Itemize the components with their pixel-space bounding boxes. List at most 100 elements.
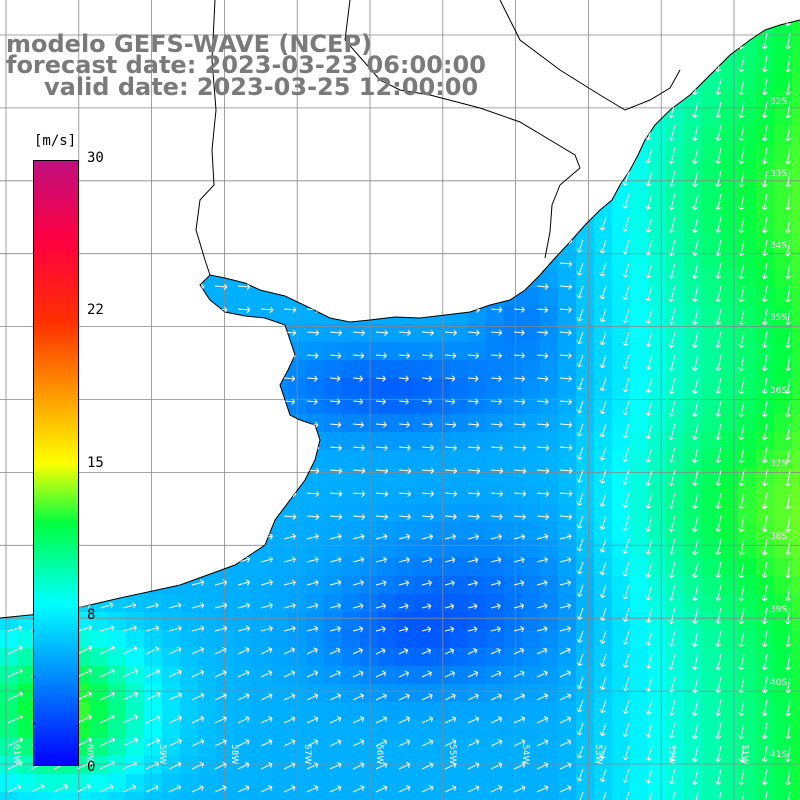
wind-speed-cell xyxy=(324,774,342,792)
wind-speed-cell xyxy=(720,450,738,468)
wind-speed-cell xyxy=(414,0,432,18)
wind-arrow xyxy=(398,260,412,267)
wind-arrow xyxy=(668,262,676,279)
wind-speed-cell xyxy=(702,612,720,630)
wind-arrow xyxy=(76,714,92,724)
wind-arrow xyxy=(645,722,653,738)
wind-speed-cell xyxy=(198,396,216,414)
wind-arrow xyxy=(329,329,342,336)
wind-arrow xyxy=(691,308,699,325)
wind-arrow xyxy=(214,283,228,290)
wind-speed-cell xyxy=(0,180,18,198)
wind-speed-cell xyxy=(108,144,126,162)
wind-speed-cell xyxy=(270,0,288,18)
wind-speed-cell xyxy=(396,540,414,558)
wind-speed-cell xyxy=(144,738,162,756)
wind-speed-cell xyxy=(144,126,162,144)
wind-speed-cell xyxy=(450,18,468,36)
wind-arrow xyxy=(214,513,228,520)
wind-speed-cell xyxy=(720,486,738,504)
wind-speed-cell xyxy=(486,576,504,594)
wind-speed-cell xyxy=(270,306,288,324)
wind-speed-cell xyxy=(162,0,180,18)
wind-speed-cell xyxy=(90,612,108,630)
wind-arrow xyxy=(576,124,584,138)
wind-speed-cell xyxy=(486,378,504,396)
wind-speed-cell xyxy=(0,126,18,144)
wind-arrow xyxy=(260,214,274,221)
wind-arrow xyxy=(761,377,768,395)
wind-speed-cell xyxy=(90,342,108,360)
wind-speed-cell xyxy=(504,594,522,612)
wind-speed-cell xyxy=(126,774,144,792)
wind-speed-cell xyxy=(108,738,126,756)
wind-arrow xyxy=(145,306,159,313)
wind-speed-cell xyxy=(126,198,144,216)
wind-speed-cell xyxy=(612,558,630,576)
wind-speed-cell xyxy=(468,198,486,216)
wind-arrow xyxy=(237,579,251,586)
wind-speed-cell xyxy=(0,738,18,756)
wind-speed-cell xyxy=(756,558,774,576)
wind-speed-cell xyxy=(162,486,180,504)
wind-speed-cell xyxy=(252,144,270,162)
wind-arrow xyxy=(536,579,548,586)
wind-arrow xyxy=(467,168,481,175)
wind-arrow xyxy=(691,653,699,670)
wind-speed-cell xyxy=(468,234,486,252)
wind-speed-cell xyxy=(252,792,270,800)
wind-speed-cell xyxy=(486,594,504,612)
wind-speed-cell xyxy=(450,162,468,180)
wind-speed-cell xyxy=(270,486,288,504)
wind-arrow xyxy=(260,191,274,198)
wind-speed-cell xyxy=(90,738,108,756)
wind-speed-cell xyxy=(558,792,576,800)
wind-arrow xyxy=(375,329,388,336)
wind-speed-cell xyxy=(306,270,324,288)
wind-arrow xyxy=(691,262,699,279)
wind-arrow xyxy=(668,216,676,233)
wind-arrow xyxy=(283,260,297,267)
wind-speed-cell xyxy=(774,234,792,252)
wind-arrow xyxy=(761,676,768,694)
wind-speed-cell xyxy=(0,774,18,792)
wind-speed-cell xyxy=(522,738,540,756)
wind-arrow xyxy=(714,469,722,487)
wind-speed-cell xyxy=(612,486,630,504)
wind-speed-cell xyxy=(108,630,126,648)
wind-arrow xyxy=(645,768,653,784)
wind-speed-cell xyxy=(252,288,270,306)
wind-speed-cell xyxy=(666,720,684,738)
wind-arrow xyxy=(99,737,115,747)
wind-speed-cell xyxy=(684,252,702,270)
wind-speed-cell xyxy=(648,486,666,504)
wind-arrow xyxy=(536,30,550,37)
wind-speed-cell xyxy=(468,216,486,234)
wind-arrow xyxy=(168,375,182,382)
wind-speed-cell xyxy=(180,612,198,630)
wind-arrow xyxy=(490,556,502,564)
colorbar xyxy=(33,160,79,766)
wind-speed-cell xyxy=(306,558,324,576)
wind-speed-cell xyxy=(144,198,162,216)
wind-arrow xyxy=(467,283,481,290)
wind-arrow xyxy=(237,421,250,428)
wind-speed-cell xyxy=(468,720,486,738)
wind-speed-cell xyxy=(306,378,324,396)
wind-speed-cell xyxy=(414,702,432,720)
wind-arrow xyxy=(191,237,205,244)
wind-speed-cell xyxy=(198,360,216,378)
wind-speed-cell xyxy=(522,270,540,288)
wind-arrow xyxy=(237,444,251,451)
wind-speed-cell xyxy=(468,360,486,378)
wind-speed-cell xyxy=(522,108,540,126)
wind-speed-cell xyxy=(432,198,450,216)
wind-speed-cell xyxy=(486,72,504,90)
wind-speed-cell xyxy=(540,558,558,576)
lat-label-35s: 35S xyxy=(770,313,787,323)
wind-arrow xyxy=(283,785,296,793)
wind-speed-cell xyxy=(90,414,108,432)
wind-speed-cell xyxy=(522,90,540,108)
wind-speed-cell xyxy=(360,774,378,792)
wind-arrow xyxy=(559,122,573,129)
